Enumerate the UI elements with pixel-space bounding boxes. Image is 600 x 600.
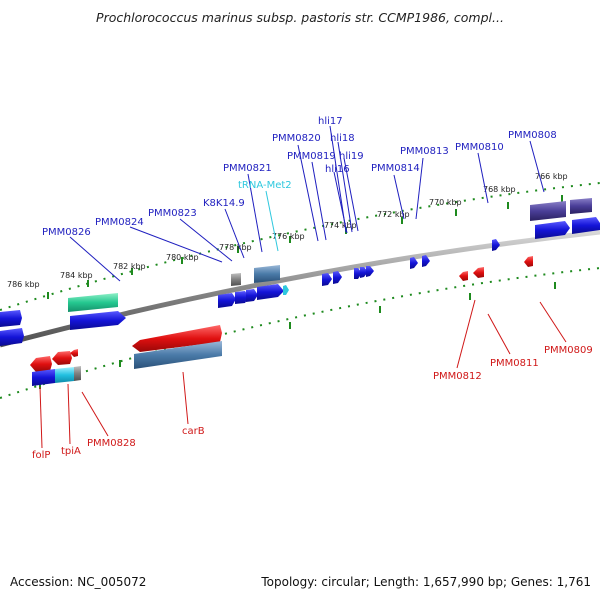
gene-label: PMM0813 [400, 146, 449, 157]
gene-label: PMM0823 [148, 208, 197, 219]
gene-arrow [473, 267, 484, 278]
accession-text: Accession: NC_005072 [10, 575, 147, 589]
tick-label: 778 kbp [219, 243, 252, 252]
gene-label: PMM0826 [42, 227, 91, 238]
gene-arrow [333, 271, 342, 284]
tick-label: 772 kbp [377, 210, 410, 219]
gene-arrow [218, 293, 236, 308]
gene-box [254, 265, 280, 283]
tick-label: 766 kbp [535, 172, 568, 181]
gene-arrow [0, 328, 24, 346]
gene-label: PMM0811 [490, 358, 539, 369]
tick-label: 768 kbp [483, 185, 516, 194]
gene-label: hli16 [325, 164, 350, 175]
trna-leader-line [265, 190, 279, 252]
gene-label: PMM0812 [433, 371, 482, 382]
gene-arrow [30, 356, 52, 372]
kbp-tick-labels: 786 kbp 784 kbp 782 kbp 780 kbp 778 kbp … [7, 172, 568, 289]
gene-label: PMM0809 [544, 345, 593, 356]
gene-arrow [246, 289, 258, 302]
gene-label: hli18 [330, 133, 355, 144]
tick-label: 774 kbp [324, 221, 357, 230]
gene-label: PMM0820 [272, 133, 321, 144]
tick-label: 784 kbp [60, 271, 93, 280]
gene-arrow [459, 271, 468, 281]
tick-label: 770 kbp [429, 198, 462, 207]
gene-arrow [235, 291, 249, 304]
gene-arrow [524, 256, 533, 267]
gene-label: PMM0808 [508, 130, 557, 141]
major-ticks-outer [47, 195, 563, 299]
gene-label: hli19 [339, 151, 364, 162]
gene-label: hli17 [318, 116, 343, 127]
gene-label: carB [182, 426, 205, 437]
gene-box [55, 367, 74, 383]
gene-box [530, 201, 566, 221]
reverse-genes [30, 256, 533, 386]
gene-arrow [322, 273, 332, 286]
gene-box [32, 369, 55, 386]
top-labels: PMM0826 PMM0824 PMM0823 K8K14.9 PMM0821 … [42, 116, 557, 238]
gene-arrow [422, 255, 430, 267]
tick-ring-inner [0, 267, 600, 399]
tick-ring-outer [0, 182, 600, 311]
tick-label: 780 kbp [166, 253, 199, 262]
genome-stats-text: Topology: circular; Length: 1,657,990 bp… [261, 575, 591, 589]
gene-label: tpiA [61, 446, 81, 457]
gene-arrow [257, 284, 284, 300]
map-title: Prochlorococcus marinus subsp. pastoris … [96, 10, 504, 25]
gene-box [68, 293, 118, 312]
gene-box [74, 366, 81, 381]
gene-arrow [535, 221, 570, 239]
gene-label: PMM0814 [371, 163, 420, 174]
trna-marker [283, 285, 289, 295]
forward-genes [0, 198, 600, 346]
gene-box [231, 273, 241, 286]
bottom-leader-lines [39, 299, 567, 449]
gene-arrow [70, 349, 78, 357]
tick-label: 782 kbp [113, 262, 146, 271]
gene-label: PMM0824 [95, 217, 144, 228]
gene-label: PMM0828 [87, 438, 136, 449]
gene-arrow [366, 266, 374, 277]
gene-arrow [70, 311, 126, 330]
gene-label: PMM0810 [455, 142, 504, 153]
gene-arrow [0, 310, 22, 327]
top-leader-lines [69, 125, 545, 282]
gene-arrow [572, 217, 600, 234]
gene-label: PMM0819 [287, 151, 336, 162]
gene-arrow [410, 257, 418, 269]
gene-label: PMM0821 [223, 163, 272, 174]
gene-box [570, 198, 592, 214]
gene-arrow [132, 325, 222, 352]
tick-label: 786 kbp [7, 280, 40, 289]
tick-label: 776 kbp [272, 232, 305, 241]
gene-arrow [492, 239, 500, 251]
gene-arrow [52, 351, 72, 365]
gene-label: K8K14.9 [203, 198, 245, 209]
genome-backbone [0, 229, 600, 348]
gene-label: folP [32, 450, 50, 461]
gene-box [134, 341, 222, 369]
trna-label: tRNA-Met2 [238, 180, 292, 191]
bottom-labels: folP tpiA PMM0828 carB PMM0812 PMM0811 P… [32, 345, 593, 461]
